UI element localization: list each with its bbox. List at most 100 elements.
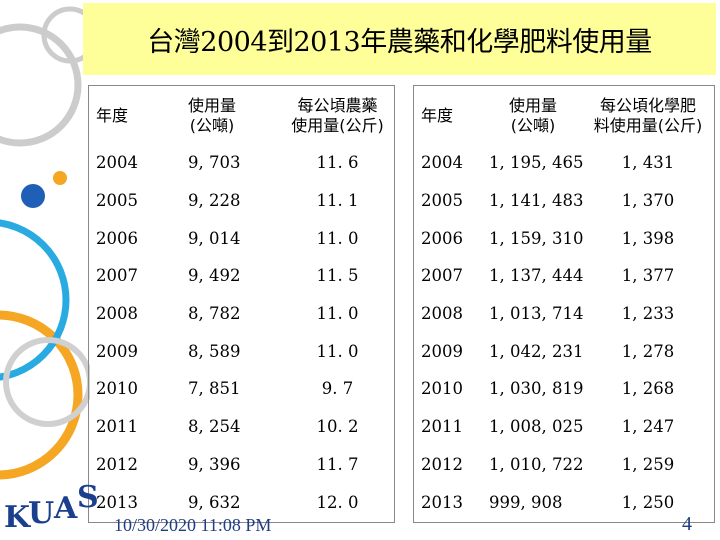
value-cell: 11. 5 <box>316 266 359 286</box>
value-cell: 11. 0 <box>316 304 359 324</box>
table-row: 2005 9, 228 11. 1 <box>90 182 393 220</box>
year-cell: 2011 <box>96 417 138 437</box>
value-cell: 1, 010, 722 <box>489 454 584 474</box>
value-cell: 11. 6 <box>316 153 359 173</box>
value-cell: 11. 0 <box>316 341 359 361</box>
table-row: 2004 9, 703 11. 6 <box>90 144 393 182</box>
table-row: 2013 999, 908 1, 250 <box>415 483 713 521</box>
pesticide-table: 年度 使用量 (公噸) 每公頃農藥 使用量(公斤) 2004 9, 703 11. … <box>90 87 393 521</box>
year-cell: 2010 <box>421 379 463 399</box>
year-cell: 2009 <box>96 341 138 361</box>
header-line: 每公頃農藥 使用量(公斤) <box>291 95 384 135</box>
year-cell: 2013 <box>421 492 463 512</box>
kuas-logo: K U A S <box>4 480 102 538</box>
value-cell: 1, 042, 231 <box>489 341 584 361</box>
table-row: 2007 1, 137, 444 1, 377 <box>415 257 713 295</box>
table-row: 2006 9, 014 11. 0 <box>90 219 393 257</box>
blue-dot <box>21 184 45 208</box>
value-cell: 1, 268 <box>621 379 675 399</box>
logo-letter: S <box>77 480 99 515</box>
value-cell: 8, 782 <box>188 304 241 324</box>
page-title: 台灣2004到2013年農藥和化學肥料使用量 <box>147 26 652 58</box>
logo-letter: A <box>54 491 78 526</box>
value-cell: 1, 141, 483 <box>489 191 584 211</box>
value-cell: 1, 159, 310 <box>489 228 584 248</box>
value-cell: 9, 703 <box>188 153 241 173</box>
year-cell: 2004 <box>96 153 138 173</box>
value-cell: 1, 013, 714 <box>489 304 584 324</box>
table-row: 2012 1, 010, 722 1, 259 <box>415 446 713 484</box>
header-cell: 使用量 (公噸) <box>483 87 583 144</box>
header-cell: 每公頃化學肥 料使用量(公斤) <box>583 87 713 144</box>
table-row: 2011 8, 254 10. 2 <box>90 408 393 446</box>
header-line: 使用量 (公噸) <box>508 95 557 135</box>
value-cell: 1, 233 <box>621 304 675 324</box>
table-row: 2011 1, 008, 025 1, 247 <box>415 408 713 446</box>
header-cell: 每公頃農藥 使用量(公斤) <box>282 87 393 144</box>
year-cell: 2004 <box>421 153 463 173</box>
value-cell: 11. 7 <box>316 454 359 474</box>
value-cell: 9, 396 <box>188 454 241 474</box>
year-cell: 2006 <box>421 228 463 248</box>
year-cell: 2009 <box>421 341 463 361</box>
header-line: 使用量 (公噸) <box>188 95 237 135</box>
year-cell: 2010 <box>96 379 138 399</box>
value-cell: 9, 492 <box>188 266 241 286</box>
table-row: 2013 9, 632 12. 0 <box>90 483 393 521</box>
year-cell: 2008 <box>96 304 138 324</box>
table-row: 2004 1, 195, 465 1, 431 <box>415 144 713 182</box>
value-cell: 1, 278 <box>621 341 675 361</box>
blue-ring <box>0 219 70 381</box>
header-cell: 年度 <box>421 105 454 125</box>
value-cell: 1, 377 <box>621 266 675 286</box>
table-row: 2012 9, 396 11. 7 <box>90 446 393 484</box>
table-row: 2010 7, 851 9. 7 <box>90 370 393 408</box>
value-cell: 9, 014 <box>188 228 241 248</box>
value-cell: 1, 247 <box>621 417 675 437</box>
year-cell: 2013 <box>96 492 138 512</box>
table-row: 2010 1, 030, 819 1, 268 <box>415 370 713 408</box>
page-number: 4 <box>682 513 692 535</box>
value-cell: 1, 431 <box>621 153 675 173</box>
orange-dot <box>53 171 67 185</box>
logo-letter: K <box>4 500 31 535</box>
table-row: 2005 1, 141, 483 1, 370 <box>415 182 713 220</box>
value-cell: 8, 589 <box>188 341 241 361</box>
header-cell: 年度 <box>96 105 129 125</box>
table-header-row: 年度 使用量 (公噸) 每公頃化學肥 料使用量(公斤) <box>415 87 713 144</box>
year-cell: 2005 <box>421 191 463 211</box>
value-cell: 7, 851 <box>188 379 241 399</box>
value-cell: 1, 370 <box>621 191 675 211</box>
header-line: 每公頃化學肥 料使用量(公斤) <box>593 95 703 135</box>
table-row: 2007 9, 492 11. 5 <box>90 257 393 295</box>
value-cell: 1, 398 <box>621 228 675 248</box>
logo-letter: U <box>28 496 55 531</box>
value-cell: 8, 254 <box>188 417 241 437</box>
year-cell: 2005 <box>96 191 138 211</box>
value-cell: 9, 632 <box>188 492 241 512</box>
value-cell: 11. 1 <box>316 191 359 211</box>
year-cell: 2012 <box>421 454 463 474</box>
value-cell: 12. 0 <box>316 492 359 512</box>
year-cell: 2008 <box>421 304 463 324</box>
value-cell: 1, 259 <box>621 454 675 474</box>
table-row: 2008 1, 013, 714 1, 233 <box>415 295 713 333</box>
value-cell: 1, 030, 819 <box>489 379 584 399</box>
table-row: 2009 1, 042, 231 1, 278 <box>415 332 713 370</box>
orange-ring <box>0 310 83 480</box>
value-cell: 9. 7 <box>321 379 354 399</box>
value-cell: 11. 0 <box>316 228 359 248</box>
value-cell: 10. 2 <box>316 417 359 437</box>
year-cell: 2007 <box>421 266 463 286</box>
header-cell: 使用量 (公噸) <box>182 87 282 144</box>
gray-arc <box>0 23 82 147</box>
value-cell: 1, 008, 025 <box>489 417 584 437</box>
year-cell: 2011 <box>421 417 463 437</box>
year-cell: 2006 <box>96 228 138 248</box>
table-header-row: 年度 使用量 (公噸) 每公頃農藥 使用量(公斤) <box>90 87 393 144</box>
value-cell: 999, 908 <box>489 492 563 512</box>
footer-date: 10/30/2020 11:08 PM <box>114 515 272 535</box>
fertilizer-table: 年度 使用量 (公噸) 每公頃化學肥 料使用量(公斤) 2004 1, 195, … <box>415 87 713 521</box>
table-row: 2009 8, 589 11. 0 <box>90 332 393 370</box>
